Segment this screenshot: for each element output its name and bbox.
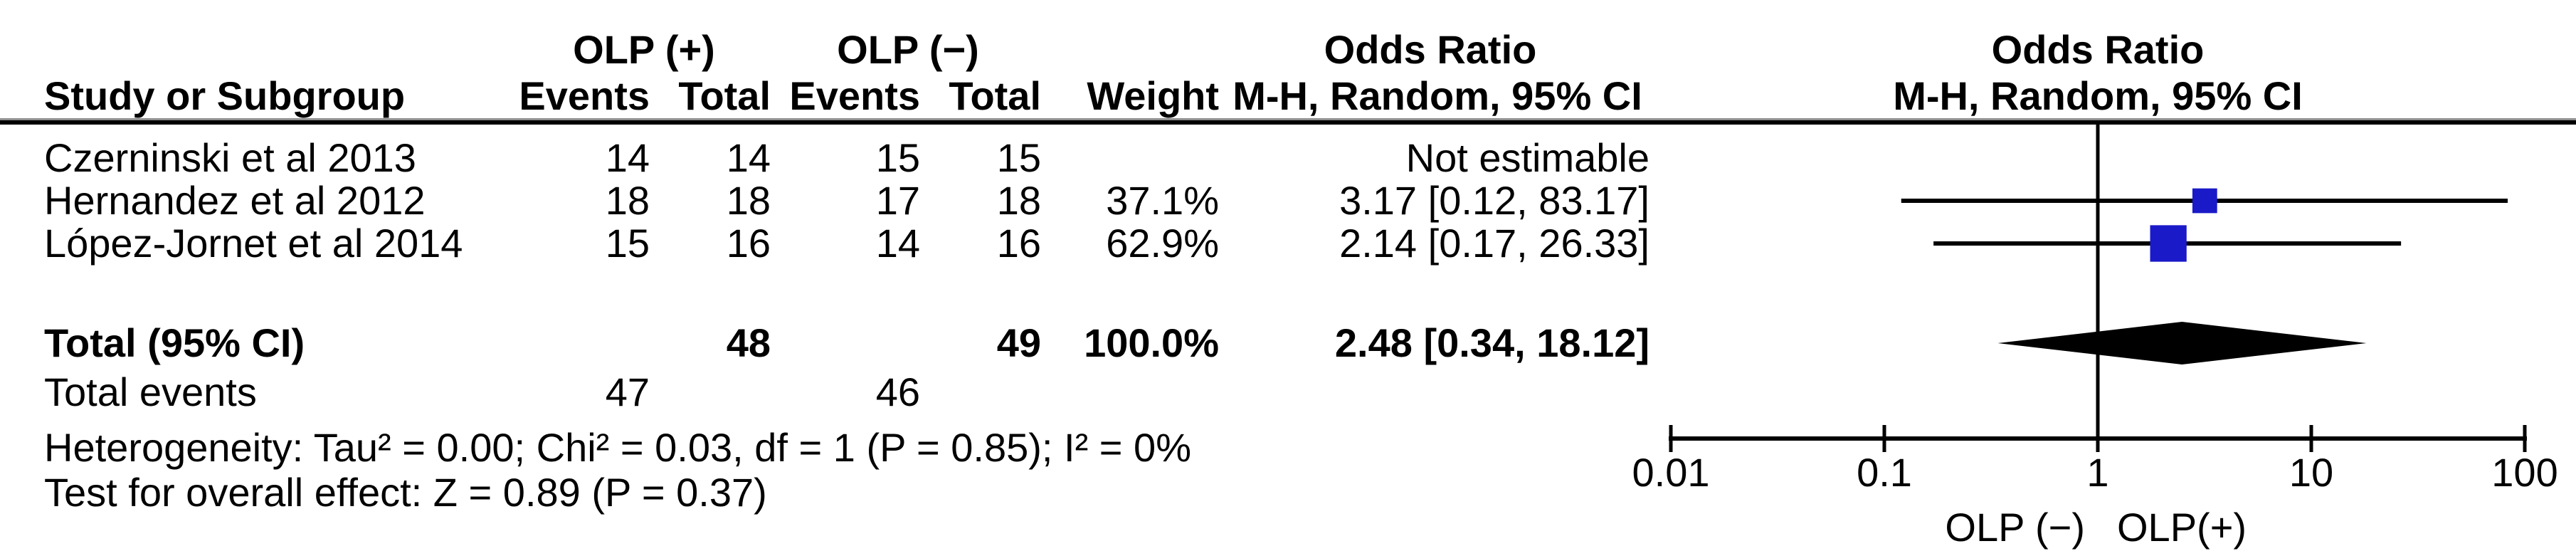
heterogeneity-text: Heterogeneity: Tau² = 0.00; Chi² = 0.03,… [44, 425, 1191, 470]
x-tick-label: 10 [2289, 450, 2333, 495]
weight-cell: 62.9% [1106, 221, 1219, 266]
total2-cell: 49 [996, 320, 1041, 365]
study-name: López-Jornet et al 2014 [44, 221, 463, 266]
plot-subheader: M-H, Random, 95% CI [1893, 73, 2303, 118]
weight-column-header: Weight [1087, 73, 1219, 118]
events2-cell: 15 [875, 135, 920, 180]
events1-column-header: Events [519, 73, 650, 118]
summary-diamond [1997, 322, 2367, 364]
axis-label-right: OLP(+) [2117, 505, 2247, 550]
total2-cell: 15 [996, 135, 1041, 180]
group2-header: OLP (−) [837, 27, 979, 72]
plot-title: Odds Ratio [1991, 27, 2205, 72]
events2-cell: 46 [875, 369, 920, 414]
study-name: Hernandez et al 2012 [44, 178, 426, 223]
x-tick-label: 0.1 [1857, 450, 1912, 495]
overall-effect-text: Test for overall effect: Z = 0.89 (P = 0… [44, 470, 767, 515]
study-name: Czerninski et al 2013 [44, 135, 416, 180]
total1-cell: 18 [726, 178, 771, 223]
total1-cell: 48 [726, 320, 771, 365]
weight-marker [2192, 188, 2217, 214]
axis-label-left: OLP (−) [1945, 505, 2085, 550]
total1-column-header: Total [678, 73, 771, 118]
total-events-label: Total events [44, 369, 257, 414]
total2-cell: 16 [996, 221, 1041, 266]
or-ci-cell: 2.14 [0.17, 26.33] [1339, 221, 1649, 266]
or-column-title: Odds Ratio [1324, 27, 1537, 72]
total1-cell: 16 [726, 221, 771, 266]
x-tick-label: 1 [2086, 450, 2108, 495]
total1-cell: 14 [726, 135, 771, 180]
header-rule-gray [0, 118, 2576, 120]
events2-cell: 17 [875, 178, 920, 223]
events2-cell: 14 [875, 221, 920, 266]
events1-cell: 14 [605, 135, 650, 180]
group1-header: OLP (+) [573, 27, 715, 72]
events2-column-header: Events [789, 73, 920, 118]
events1-cell: 47 [605, 369, 650, 414]
or-ci-cell: Not estimable [1405, 135, 1649, 180]
x-tick-label: 0.01 [1632, 450, 1710, 495]
events1-cell: 15 [605, 221, 650, 266]
or-ci-cell: 2.48 [0.34, 18.12] [1334, 320, 1649, 365]
events1-cell: 18 [605, 178, 650, 223]
weight-marker [2150, 225, 2187, 262]
weight-cell: 100.0% [1084, 320, 1219, 365]
x-tick-label: 100 [2491, 450, 2557, 495]
header-rule-black [0, 120, 2576, 125]
weight-cell: 37.1% [1106, 178, 1219, 223]
total2-column-header: Total [949, 73, 1041, 118]
or-ci-cell: 3.17 [0.12, 83.17] [1339, 178, 1649, 223]
or-column-subheader: M-H, Random, 95% CI [1232, 73, 1642, 118]
study-column-header: Study or Subgroup [44, 73, 406, 118]
total-label: Total (95% CI) [44, 320, 305, 365]
total2-cell: 18 [996, 178, 1041, 223]
